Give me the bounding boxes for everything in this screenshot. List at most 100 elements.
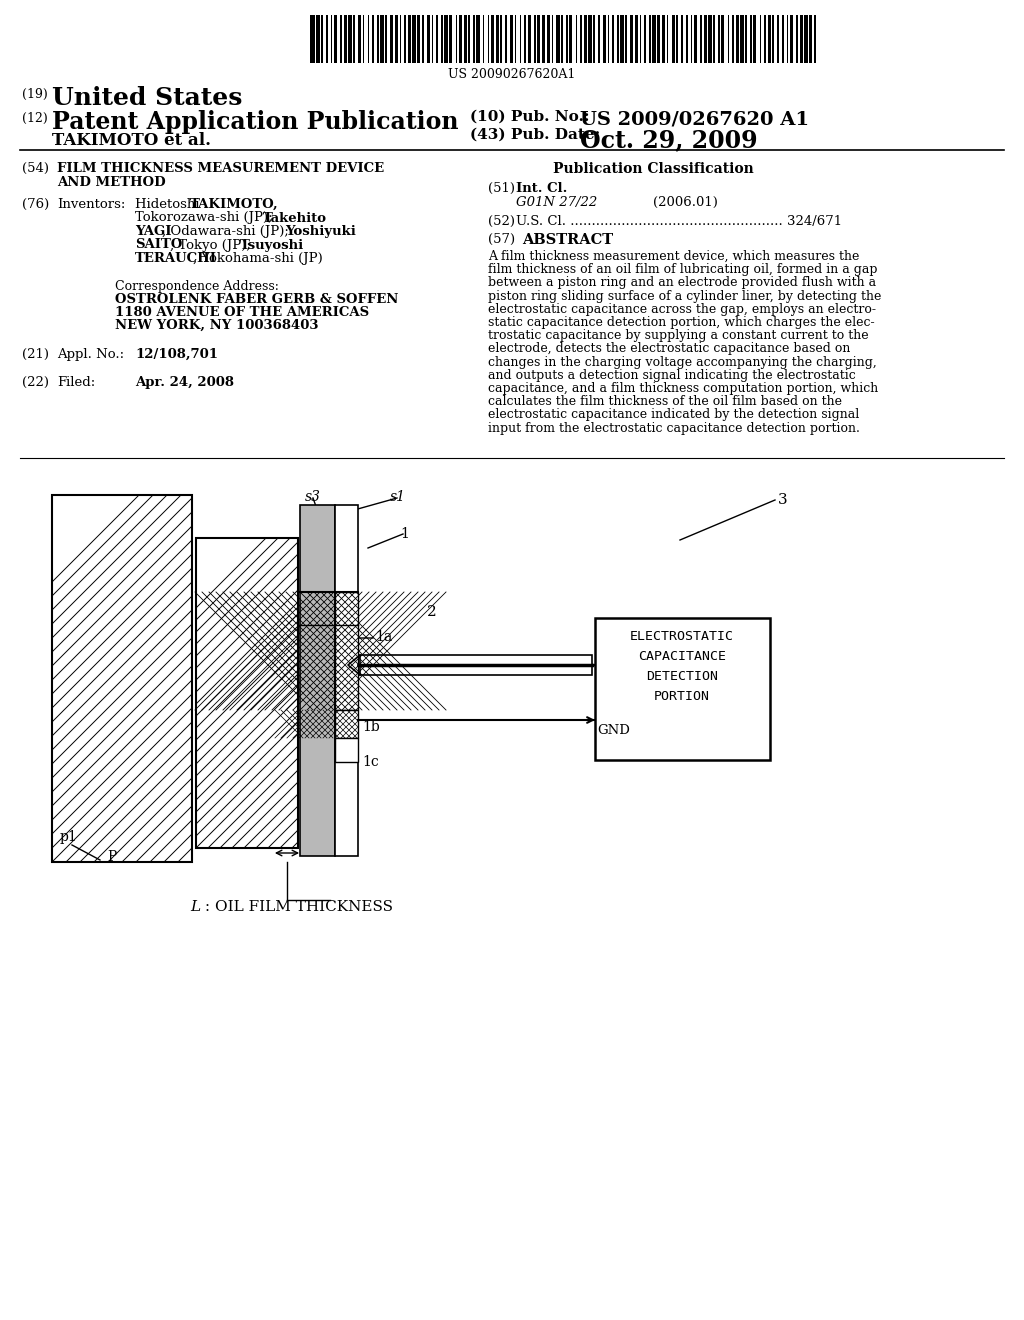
Bar <box>413 15 416 63</box>
Bar <box>740 15 743 63</box>
Bar <box>617 15 618 63</box>
Bar <box>335 710 358 738</box>
Bar <box>607 15 609 63</box>
Text: capacitance, and a film thickness computation portion, which: capacitance, and a film thickness comput… <box>488 381 879 395</box>
Bar <box>538 15 541 63</box>
Bar <box>552 15 553 63</box>
Text: (10) Pub. No.:: (10) Pub. No.: <box>470 110 590 124</box>
Text: (21): (21) <box>22 348 49 360</box>
Bar <box>459 15 462 63</box>
Text: film thickness of an oil film of lubricating oil, formed in a gap: film thickness of an oil film of lubrica… <box>488 263 878 276</box>
Bar <box>805 15 808 63</box>
Text: GND: GND <box>597 723 630 737</box>
Text: (76): (76) <box>22 198 49 211</box>
Bar <box>358 15 361 63</box>
Bar <box>505 15 507 63</box>
Bar <box>399 15 401 63</box>
Text: TERAUCHI: TERAUCHI <box>135 252 217 265</box>
Text: SAITO: SAITO <box>135 239 182 252</box>
Bar <box>348 15 351 63</box>
Bar <box>490 15 494 63</box>
Bar <box>344 15 347 63</box>
Text: Appl. No.:: Appl. No.: <box>57 348 124 360</box>
Bar <box>797 15 798 63</box>
Bar <box>612 15 614 63</box>
Bar <box>335 591 358 710</box>
Bar <box>621 15 624 63</box>
Bar <box>464 15 467 63</box>
Text: AND METHOD: AND METHOD <box>57 176 166 189</box>
Bar <box>700 15 702 63</box>
Bar <box>667 15 669 63</box>
Bar <box>790 15 794 63</box>
Bar <box>728 15 729 63</box>
Bar <box>764 15 766 63</box>
Bar <box>754 15 757 63</box>
Text: s3: s3 <box>305 490 321 504</box>
Bar <box>380 15 384 63</box>
Text: 1a: 1a <box>375 630 392 644</box>
Bar <box>340 15 342 63</box>
Bar <box>450 15 453 63</box>
Text: , Yokohama-shi (JP): , Yokohama-shi (JP) <box>193 252 323 265</box>
Bar <box>786 15 788 63</box>
Bar <box>584 15 587 63</box>
Bar <box>476 15 479 63</box>
Bar <box>360 655 592 675</box>
Bar <box>300 506 335 855</box>
Text: G01N 27/22: G01N 27/22 <box>516 195 597 209</box>
Text: (19): (19) <box>22 88 48 102</box>
Text: (52): (52) <box>488 215 515 228</box>
Text: electrode, detects the electrostatic capacitance based on: electrode, detects the electrostatic cap… <box>488 342 850 355</box>
Bar <box>662 15 666 63</box>
Bar <box>750 15 752 63</box>
Bar <box>331 15 333 63</box>
Bar <box>377 15 379 63</box>
Bar <box>672 15 675 63</box>
Text: US 20090267620A1: US 20090267620A1 <box>449 69 575 81</box>
Bar <box>721 15 724 63</box>
Bar <box>589 15 592 63</box>
Text: Correspondence Address:: Correspondence Address: <box>115 280 279 293</box>
Bar <box>316 15 319 63</box>
Bar <box>417 15 421 63</box>
Text: (57): (57) <box>488 234 515 246</box>
Text: p1: p1 <box>60 830 78 843</box>
Bar <box>362 15 365 63</box>
Bar <box>603 15 606 63</box>
Bar <box>487 15 489 63</box>
Bar <box>368 15 370 63</box>
Text: 1b: 1b <box>362 719 380 734</box>
Bar <box>527 15 530 63</box>
Bar <box>385 15 387 63</box>
Text: 1: 1 <box>400 527 409 541</box>
Bar <box>745 15 746 63</box>
Bar <box>569 15 572 63</box>
Text: 3: 3 <box>778 492 787 507</box>
Text: TAKIMOTO,: TAKIMOTO, <box>190 198 279 211</box>
Bar <box>703 15 707 63</box>
Bar <box>768 15 771 63</box>
Text: United States: United States <box>52 86 243 110</box>
Text: L: L <box>190 900 200 913</box>
Text: Hidetoshi: Hidetoshi <box>135 198 204 211</box>
Bar <box>519 15 521 63</box>
Text: (51): (51) <box>488 182 515 195</box>
Bar <box>422 15 424 63</box>
Text: piston ring sliding surface of a cylinder liner, by detecting the: piston ring sliding surface of a cylinde… <box>488 289 882 302</box>
Bar <box>335 506 358 855</box>
Text: electrostatic capacitance indicated by the detection signal: electrostatic capacitance indicated by t… <box>488 408 859 421</box>
Bar <box>735 15 738 63</box>
Bar <box>644 15 646 63</box>
Text: (22): (22) <box>22 376 49 389</box>
Text: Inventors:: Inventors: <box>57 198 125 211</box>
Bar <box>713 15 715 63</box>
Bar <box>657 15 660 63</box>
Text: Int. Cl.: Int. Cl. <box>516 182 567 195</box>
Text: Yoshiyuki: Yoshiyuki <box>285 224 356 238</box>
Bar <box>534 15 536 63</box>
Text: 12/108,701: 12/108,701 <box>135 348 218 360</box>
Bar <box>595 618 770 760</box>
Text: 1180 AVENUE OF THE AMERICAS: 1180 AVENUE OF THE AMERICAS <box>115 306 369 319</box>
Bar <box>772 15 774 63</box>
